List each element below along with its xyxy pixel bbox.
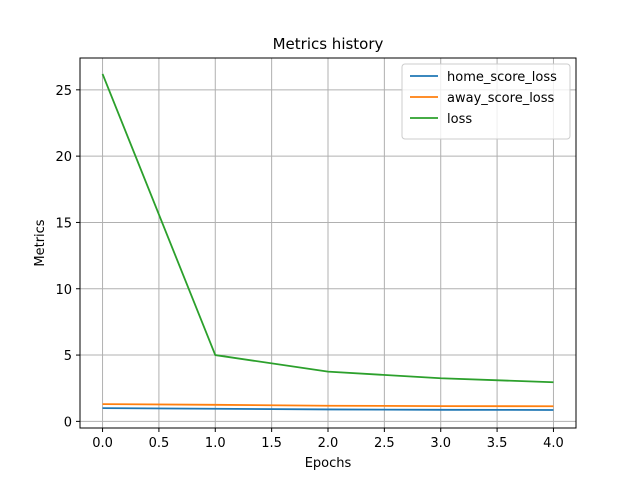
y-tick-label: 25 [55, 84, 72, 99]
x-tick-label: 1.5 [261, 436, 282, 451]
x-axis-label: Epochs [305, 456, 352, 471]
series-lines [101, 73, 554, 411]
legend-box [401, 63, 571, 140]
y-tick-label: 10 [55, 283, 72, 298]
x-tick-label: 1.0 [205, 436, 226, 451]
chart-title: Metrics history [273, 35, 384, 53]
x-tick-label: 2.5 [374, 436, 395, 451]
series-line-home-score-loss [102, 407, 554, 411]
x-tick-label: 4.0 [543, 436, 564, 451]
x-axis-ticks: 0.0 0.5 1.0 1.5 2.0 2.5 3.0 3.5 4.0 [92, 428, 564, 451]
x-tick-label: 3.5 [487, 436, 508, 451]
y-axis-label: Metrics [33, 219, 48, 266]
series-line-loss [101, 73, 554, 384]
legend-label: home_score_loss [447, 70, 557, 85]
x-tick-label: 0.0 [92, 436, 113, 451]
legend-label: away_score_loss [447, 91, 555, 106]
legend-label: loss [447, 112, 472, 127]
y-tick-label: 0 [64, 415, 72, 430]
y-tick-label: 20 [55, 150, 72, 165]
y-tick-label: 5 [64, 349, 72, 364]
series-line-away-score-loss [102, 403, 554, 408]
x-tick-label: 2.0 [318, 436, 339, 451]
x-tick-label: 0.5 [149, 436, 170, 451]
x-tick-label: 3.0 [430, 436, 451, 451]
y-tick-label: 15 [55, 216, 72, 231]
y-axis-ticks: 0 5 10 15 20 25 [55, 84, 80, 430]
